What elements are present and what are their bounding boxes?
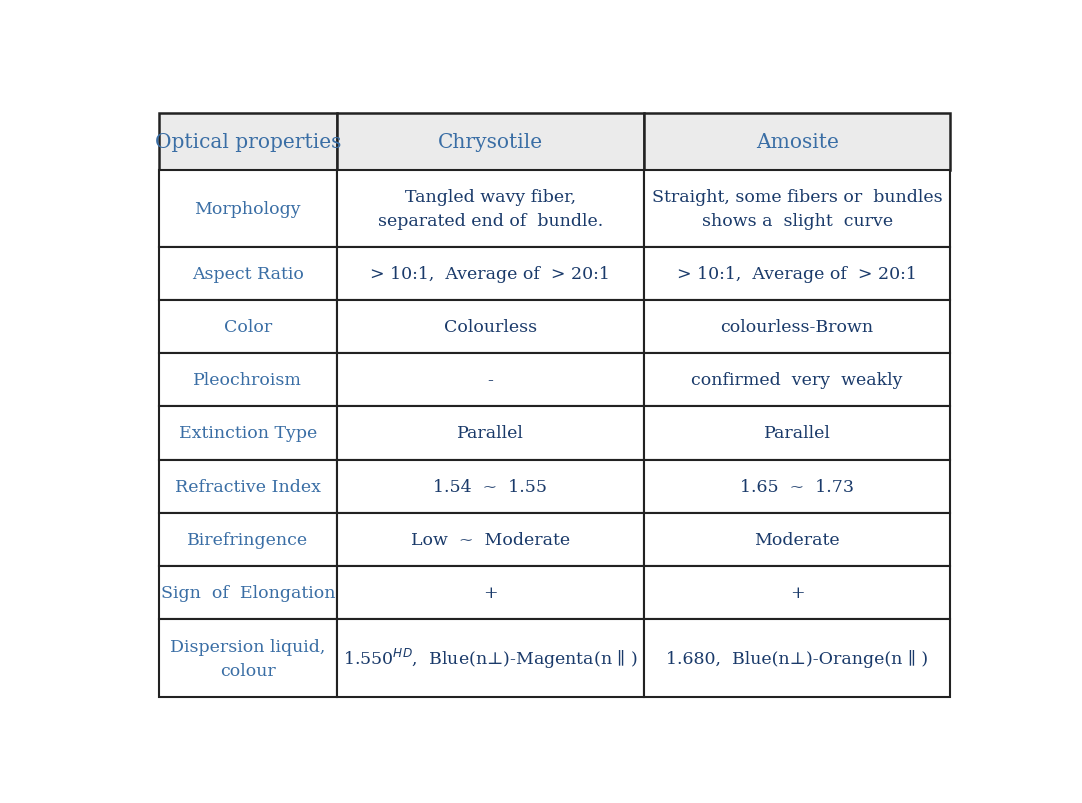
Bar (644, 513, 950, 566)
Text: Colourless: Colourless (444, 319, 537, 336)
Bar (644, 460, 950, 513)
Text: Morphology: Morphology (195, 201, 301, 218)
Text: > 10:1,  Average of  > 20:1: > 10:1, Average of > 20:1 (370, 265, 610, 283)
Text: Low  ~  Moderate: Low ~ Moderate (411, 532, 570, 548)
Text: Sign  of  Elongation: Sign of Elongation (160, 585, 335, 601)
Bar (159, 566, 337, 620)
Bar (159, 353, 337, 407)
Text: Extinction Type: Extinction Type (179, 425, 317, 442)
Bar (159, 171, 337, 247)
Text: Pleochroism: Pleochroism (194, 372, 302, 389)
Text: 1.54  ~  1.55: 1.54 ~ 1.55 (434, 478, 547, 495)
Text: -: - (488, 372, 493, 389)
Bar (337, 300, 644, 353)
Bar (159, 460, 337, 513)
Bar (337, 407, 644, 460)
Bar (644, 171, 950, 247)
Bar (159, 620, 337, 697)
Text: 1.680,  Blue(n⊥)-Orange(n ∥ ): 1.680, Blue(n⊥)-Orange(n ∥ ) (667, 650, 928, 667)
Text: Straight, some fibers or  bundles
shows a  slight  curve: Straight, some fibers or bundles shows a… (651, 189, 942, 229)
Text: Chrysotile: Chrysotile (438, 132, 543, 152)
Text: Color: Color (224, 319, 272, 336)
Text: 1.65  ~  1.73: 1.65 ~ 1.73 (740, 478, 854, 495)
Text: Birefringence: Birefringence (187, 532, 308, 548)
Text: Moderate: Moderate (754, 532, 840, 548)
Text: > 10:1,  Average of  > 20:1: > 10:1, Average of > 20:1 (677, 265, 918, 283)
Text: +: + (483, 585, 498, 601)
Text: Parallel: Parallel (457, 425, 524, 442)
Bar (644, 353, 950, 407)
Bar (159, 114, 337, 171)
Bar (159, 300, 337, 353)
Text: Parallel: Parallel (764, 425, 831, 442)
Bar (644, 620, 950, 697)
Bar (644, 566, 950, 620)
Text: +: + (790, 585, 804, 601)
Bar (644, 247, 950, 300)
Bar (644, 300, 950, 353)
Bar (159, 407, 337, 460)
Bar (644, 114, 950, 171)
Text: Refractive Index: Refractive Index (175, 478, 320, 495)
Bar (644, 407, 950, 460)
Text: 1.550$^{HD}$,  Blue(n⊥)-Magenta(n ∥ ): 1.550$^{HD}$, Blue(n⊥)-Magenta(n ∥ ) (343, 646, 637, 671)
Text: Optical properties: Optical properties (155, 132, 341, 152)
Bar (337, 247, 644, 300)
Bar (337, 513, 644, 566)
Bar (159, 247, 337, 300)
Bar (337, 566, 644, 620)
Text: Aspect Ratio: Aspect Ratio (192, 265, 304, 283)
Bar (337, 460, 644, 513)
Bar (337, 114, 644, 171)
Text: confirmed  very  weakly: confirmed very weakly (691, 372, 902, 389)
Bar (337, 171, 644, 247)
Text: colourless-Brown: colourless-Brown (721, 319, 873, 336)
Bar (159, 513, 337, 566)
Bar (337, 353, 644, 407)
Text: Dispersion liquid,
colour: Dispersion liquid, colour (170, 638, 326, 679)
Bar (337, 620, 644, 697)
Text: Tangled wavy fiber,
separated end of  bundle.: Tangled wavy fiber, separated end of bun… (378, 189, 603, 229)
Text: Amosite: Amosite (755, 132, 839, 152)
